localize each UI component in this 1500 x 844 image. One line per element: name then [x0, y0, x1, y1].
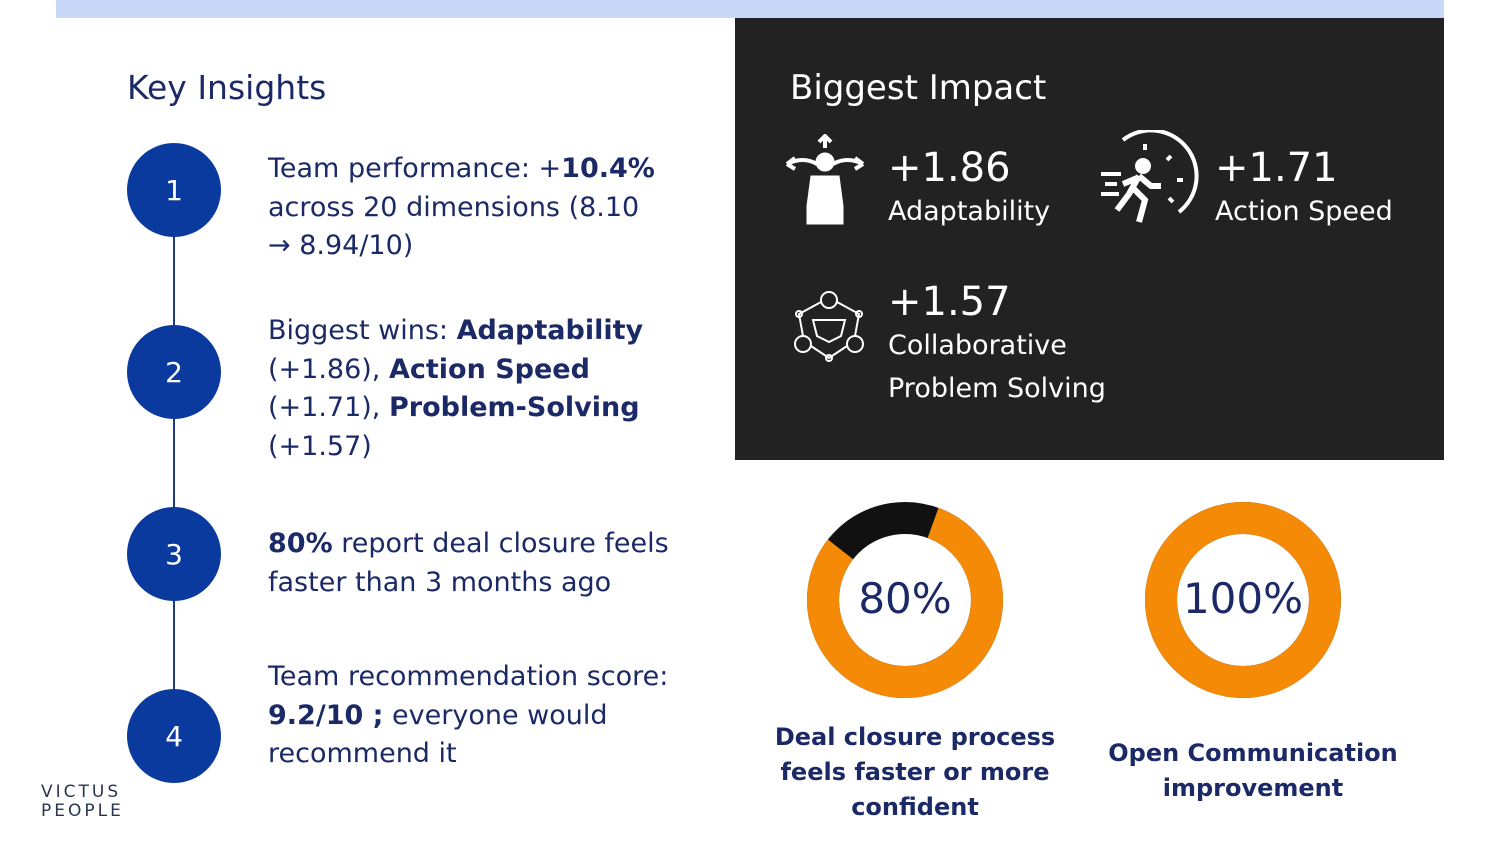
text: (+1.57)	[268, 430, 372, 462]
handshake-network-icon	[794, 291, 864, 362]
insight-1: Team performance: +10.4% across 20 dimen…	[268, 150, 668, 266]
impact-collaborative: +1.57 Collaborative Problem Solving	[888, 280, 1148, 410]
text: everyone would recommend it	[268, 699, 608, 770]
running-stopwatch-icon	[1101, 130, 1199, 223]
donut-fill	[1145, 502, 1341, 698]
text: (+1.86),	[268, 353, 389, 385]
donut-caption: Open Communication improvement	[1108, 739, 1398, 802]
text: across 20 dimensions (8.10 → 8.94/10)	[268, 191, 640, 262]
donut-fill	[807, 502, 1003, 698]
impact-value: +1.86	[888, 145, 1011, 191]
donut-value: 80%	[858, 574, 952, 623]
donut-chart	[807, 502, 1003, 698]
donut-value: 100%	[1182, 574, 1304, 623]
impact-value: +1.57	[888, 279, 1011, 325]
donut-caption: Deal closure process feels faster or mor…	[774, 723, 1056, 821]
text: Biggest wins:	[268, 315, 457, 346]
impact-adaptability: +1.86 Adaptability	[888, 146, 1050, 233]
donut-deal-closure: 80%	[805, 500, 1005, 700]
donut-chart	[1145, 502, 1341, 698]
text: report deal closure feels faster than 3 …	[268, 528, 669, 598]
victus-people-logo: VICTUS PEOPLE	[41, 783, 124, 821]
highlight: Problem-Solving	[388, 392, 640, 423]
step-2-badge: 2	[127, 325, 221, 419]
insight-3: 80% report deal closure feels faster tha…	[268, 525, 688, 602]
donut-open-communication: 100%	[1143, 500, 1343, 700]
highlight: Action Speed	[388, 353, 590, 385]
step-1-badge: 1	[127, 143, 221, 237]
text: Team performance: +	[268, 153, 562, 184]
text: (+1.71),	[268, 392, 389, 423]
highlight: Adaptability	[456, 315, 644, 346]
logo-line: VICTUS	[41, 782, 122, 802]
biggest-impact-panel: Biggest Impact +1.86 Adaptability +1.71 Ac…	[735, 18, 1444, 460]
highlight: 9.2/10 ;	[268, 699, 384, 731]
adaptability-person-arrows-icon	[785, 134, 865, 225]
highlight: 10.4%	[561, 153, 655, 184]
impact-label: Action Speed	[1215, 196, 1393, 227]
step-4-badge: 4	[127, 689, 221, 783]
text: Team recommendation score:	[268, 661, 669, 692]
panel-title: Biggest Impact	[790, 68, 1047, 108]
page-title: Key Insights	[127, 68, 327, 107]
logo-line: PEOPLE	[41, 801, 124, 821]
impact-label: Collaborative Problem Solving	[888, 330, 1106, 404]
step-3-badge: 3	[127, 507, 221, 601]
insight-2: Biggest wins: Adaptability (+1.86), Acti…	[268, 312, 678, 466]
impact-label: Adaptability	[888, 196, 1051, 227]
top-banner	[56, 0, 1444, 18]
highlight: 80%	[268, 528, 333, 559]
impact-value: +1.71	[1215, 145, 1338, 191]
insight-4: Team recommendation score: 9.2/10 ; ever…	[268, 658, 708, 774]
timeline-line	[173, 190, 175, 735]
impact-action-speed: +1.71 Action Speed	[1215, 146, 1393, 233]
